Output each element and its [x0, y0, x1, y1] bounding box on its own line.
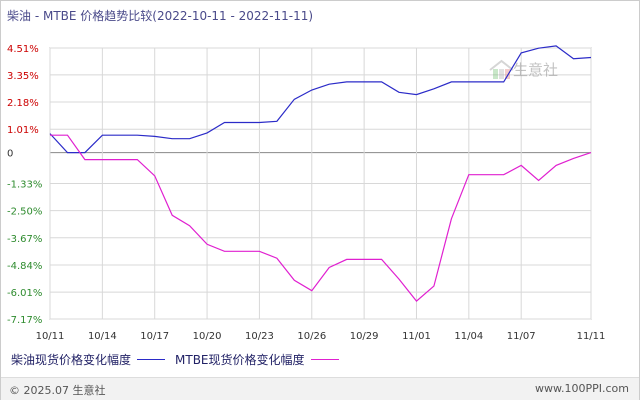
legend-label-series2: MTBE现货价格变化幅度 — [175, 353, 305, 367]
legend-item-series2: MTBE现货价格变化幅度 — [175, 351, 339, 368]
series-line-1 — [49, 45, 592, 154]
x-tick-label: 10/17 — [140, 331, 169, 342]
y-tick-label: 0 — [7, 149, 13, 160]
x-tick-label: 10/26 — [297, 331, 326, 342]
x-tick-label: 10/14 — [88, 331, 117, 342]
x-tick-label: 10/20 — [193, 331, 222, 342]
y-tick-label: -6.01% — [7, 288, 42, 299]
x-tick-label: 11/04 — [454, 331, 483, 342]
y-tick-label: -1.33% — [7, 180, 42, 191]
website-link[interactable]: www.100PPI.com — [535, 382, 629, 395]
y-tick-label: 3.35% — [7, 71, 39, 82]
x-tick-label: 10/11 — [36, 331, 65, 342]
legend-item-series1: 柴油现货价格变化幅度 — [11, 351, 166, 368]
series-line-2 — [50, 134, 592, 302]
legend-label-series1: 柴油现货价格变化幅度 — [11, 353, 132, 367]
footer: © 2025.07 生意社 www.100PPI.com — [1, 377, 639, 400]
legend-swatch-series1 — [137, 359, 166, 360]
x-tick-label: 11/11 — [577, 331, 606, 342]
legend: 柴油现货价格变化幅度 MTBE现货价格变化幅度 — [11, 351, 349, 368]
watermark-bar — [505, 69, 510, 79]
watermark-bar — [493, 69, 498, 79]
x-tick-label: 11/07 — [507, 331, 536, 342]
y-tick-label: 2.18% — [7, 98, 39, 109]
chart-area: 4.51% 3.35% 2.18% 1.01% 0 -1.33% -2.50% -3.67% -… — [7, 44, 606, 342]
chart-title: 柴油 - MTBE 价格趋势比较(2022-10-11 - 2022-11-11… — [7, 9, 314, 23]
legend-swatch-series2 — [310, 359, 339, 360]
y-tick-label: -7.17% — [7, 315, 42, 326]
x-tick-label: 11/01 — [402, 331, 431, 342]
x-tick-label: 10/23 — [245, 331, 274, 342]
y-tick-label: 4.51% — [7, 44, 39, 55]
copyright-text: © 2025.07 生意社 — [9, 384, 106, 397]
y-tick-label: -4.84% — [7, 261, 42, 272]
watermark-roof — [489, 59, 514, 71]
y-tick-label: -3.67% — [7, 234, 42, 245]
watermark-bar — [499, 69, 504, 79]
x-tick-label: 10/29 — [350, 331, 379, 342]
y-tick-label: -2.50% — [7, 207, 42, 218]
watermark-text: 生意社 — [513, 61, 558, 79]
watermark-logo — [489, 59, 514, 79]
y-tick-label: 1.01% — [7, 125, 39, 136]
